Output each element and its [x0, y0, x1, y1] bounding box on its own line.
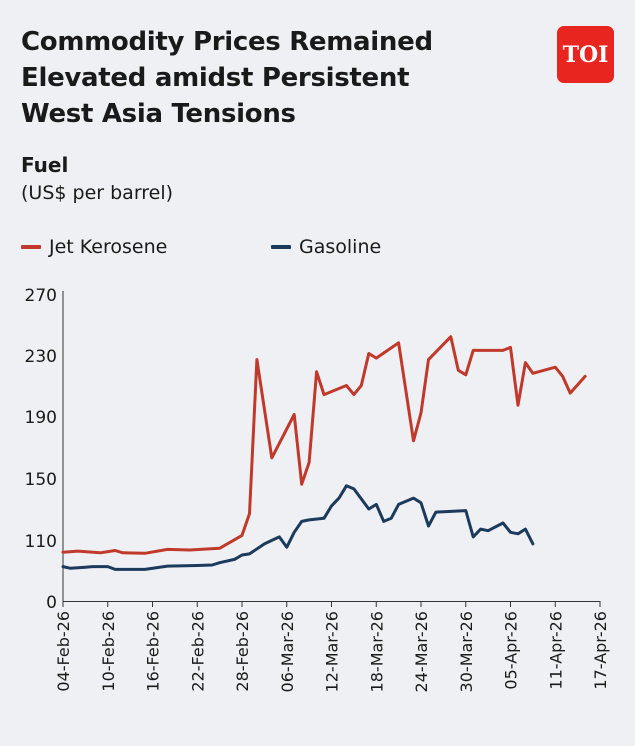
x-tick-label: 10-Feb-26 — [99, 611, 118, 692]
y-tick-label: 270 — [25, 286, 57, 306]
legend-item-gasoline: Gasoline — [271, 236, 381, 258]
x-tick-label: 11-Apr-26 — [546, 611, 565, 690]
y-tick-label: 230 — [25, 347, 57, 367]
unit-label: (US$ per barrel) — [21, 182, 174, 204]
legend-label: Gasoline — [299, 236, 382, 258]
x-tick-label: 04-Feb-26 — [54, 611, 73, 692]
y-tick-label: 190 — [25, 408, 57, 428]
x-tick-label: 30-Mar-26 — [457, 611, 476, 692]
x-tick-label: 06-Mar-26 — [278, 611, 297, 692]
legend-item-jet-kerosene: Jet Kerosene — [21, 236, 167, 258]
y-tick-label: 0 — [46, 593, 57, 613]
y-tick-label: 110 — [25, 532, 57, 552]
chart-subtitle: Fuel — [21, 153, 69, 177]
title-line: West Asia Tensions — [21, 99, 296, 129]
series-line-gasoline — [61, 484, 535, 571]
x-tick-label: 12-Mar-26 — [323, 611, 342, 692]
x-tick-label: 28-Feb-26 — [233, 611, 252, 692]
x-tick-label: 17-Apr-26 — [591, 611, 610, 690]
series-line-jet-kerosene — [61, 335, 587, 555]
x-tick-label: 05-Apr-26 — [502, 611, 521, 690]
legend-swatch — [271, 245, 291, 249]
title-line: Commodity Prices Remained — [21, 27, 433, 57]
chart-title: Commodity Prices Remained Elevated amids… — [21, 24, 521, 132]
y-tick-label: 150 — [25, 470, 57, 490]
title-line: Elevated amidst Persistent — [21, 63, 410, 93]
x-tick-label: 24-Mar-26 — [412, 611, 431, 692]
toi-logo[interactable]: TOI — [557, 26, 614, 83]
x-tick-label: 22-Feb-26 — [188, 611, 207, 692]
x-tick-label: 18-Mar-26 — [367, 611, 386, 692]
x-tick-label: 16-Feb-26 — [144, 611, 163, 692]
legend-swatch — [21, 245, 41, 249]
legend-label: Jet Kerosene — [49, 236, 168, 258]
